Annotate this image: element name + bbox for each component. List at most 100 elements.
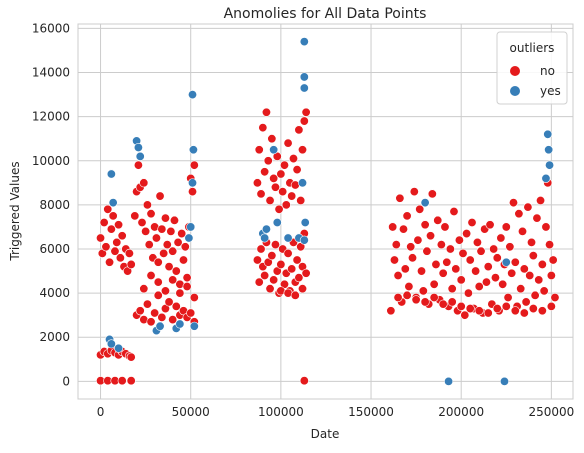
point-no <box>135 306 145 316</box>
point-no <box>508 198 518 208</box>
point-no <box>413 235 423 245</box>
point-yes <box>444 376 454 386</box>
point-no <box>180 242 190 252</box>
point-yes <box>541 173 551 183</box>
legend-label-no: no <box>540 64 555 78</box>
x-tick-label: 150000 <box>348 405 394 419</box>
point-no <box>150 308 160 318</box>
point-no <box>503 293 513 303</box>
point-yes <box>189 321 199 331</box>
point-no <box>442 257 452 267</box>
point-no <box>519 308 529 318</box>
point-no <box>422 246 432 256</box>
point-no <box>471 266 481 276</box>
point-no <box>298 284 308 294</box>
point-no <box>254 145 264 155</box>
point-no <box>481 277 491 287</box>
point-no <box>265 284 275 294</box>
point-no <box>294 273 304 283</box>
point-no <box>550 293 560 303</box>
point-yes <box>260 233 270 243</box>
point-no <box>157 312 167 322</box>
point-no <box>510 306 520 316</box>
point-no <box>519 264 529 274</box>
point-no <box>171 301 181 311</box>
point-no <box>537 306 547 316</box>
point-no <box>146 209 156 219</box>
point-no <box>541 222 551 232</box>
point-no <box>117 231 127 241</box>
point-no <box>186 308 196 318</box>
point-yes <box>272 218 282 228</box>
point-no <box>168 246 178 256</box>
point-no <box>299 376 309 386</box>
point-no <box>408 253 418 263</box>
legend-marker-yes <box>510 86 520 96</box>
y-tick-label: 4000 <box>39 286 70 300</box>
legend-label-yes: yes <box>540 84 561 98</box>
point-no <box>276 169 286 179</box>
x-tick-label: 250000 <box>528 405 574 419</box>
point-no <box>546 270 556 280</box>
point-no <box>160 213 170 223</box>
point-yes <box>188 90 198 100</box>
point-no <box>294 125 304 135</box>
point-no <box>153 290 163 300</box>
point-no <box>133 160 143 170</box>
point-no <box>415 204 425 214</box>
point-no <box>173 237 183 247</box>
y-axis-title: Triggered Values <box>8 161 22 261</box>
point-no <box>96 233 106 243</box>
point-no <box>171 266 181 276</box>
y-tick-label: 0 <box>62 374 70 388</box>
point-no <box>501 301 511 311</box>
point-no <box>260 167 270 177</box>
point-no <box>490 273 500 283</box>
point-no <box>162 240 172 250</box>
point-no <box>153 277 163 287</box>
point-no <box>112 237 122 247</box>
point-no <box>254 277 264 287</box>
point-no <box>189 160 199 170</box>
point-no <box>290 290 300 300</box>
x-tick-label: 100000 <box>258 405 304 419</box>
point-yes <box>155 321 165 331</box>
point-no <box>465 255 475 265</box>
point-yes <box>299 72 309 82</box>
point-no <box>518 226 528 236</box>
point-no <box>393 270 403 280</box>
point-no <box>445 244 455 254</box>
point-no <box>546 301 556 311</box>
y-tick-label: 2000 <box>39 330 70 344</box>
point-yes <box>108 198 118 208</box>
plot-area <box>77 23 574 400</box>
point-no <box>398 224 408 234</box>
point-no <box>126 259 136 269</box>
point-no <box>256 189 266 199</box>
point-no <box>263 156 273 166</box>
point-no <box>139 284 149 294</box>
point-no <box>528 304 538 314</box>
x-axis-title: Date <box>311 427 340 441</box>
point-no <box>103 204 113 214</box>
point-no <box>462 229 472 239</box>
point-no <box>521 297 531 307</box>
point-no <box>182 273 192 283</box>
point-no <box>261 107 271 117</box>
point-no <box>278 187 288 197</box>
point-no <box>496 233 506 243</box>
y-tick-label: 12000 <box>32 110 70 124</box>
point-no <box>472 237 482 247</box>
point-no <box>447 297 457 307</box>
point-no <box>168 315 178 325</box>
point-no <box>514 209 524 219</box>
point-no <box>164 297 174 307</box>
point-no <box>252 178 262 188</box>
point-no <box>456 301 466 311</box>
point-no <box>141 226 151 236</box>
point-no <box>260 270 270 280</box>
point-no <box>105 257 115 267</box>
point-no <box>157 224 167 234</box>
point-no <box>189 293 199 303</box>
